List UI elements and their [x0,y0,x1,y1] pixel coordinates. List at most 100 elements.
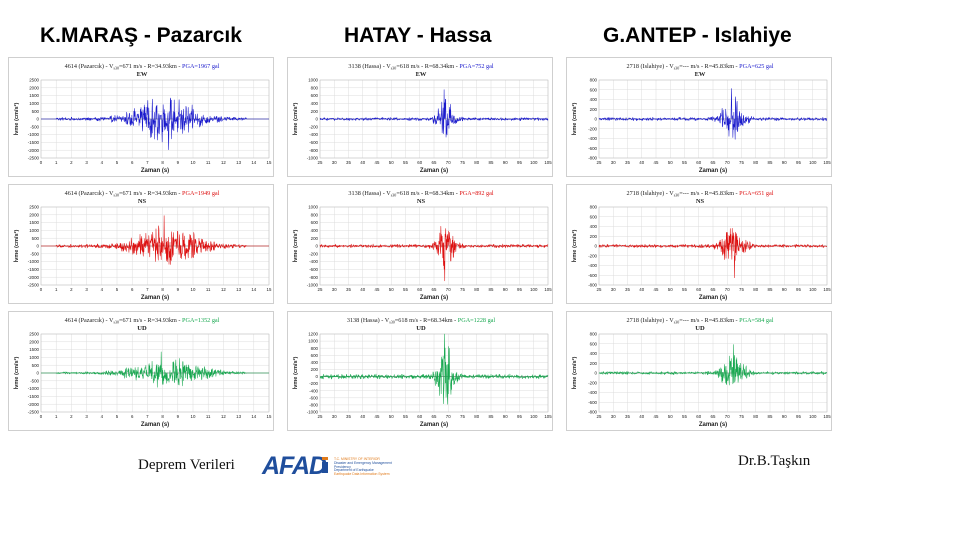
y-tick-label: 200 [311,236,319,241]
x-tick-label: 8 [161,160,164,165]
x-tick-label: 15 [267,287,272,292]
station-label: 2718 (Islahiye) - V [627,63,675,70]
y-axis-label: İvme (cm/s²) [571,357,578,390]
y-tick-label: 600 [311,220,319,225]
x-tick-label: 45 [654,160,659,165]
x-tick-label: 12 [221,160,226,165]
x-tick-label: 70 [725,287,730,292]
x-tick-label: 65 [432,287,437,292]
x-tick-label: 80 [474,160,479,165]
x-axis-label: Zaman (s) [141,422,169,428]
station-label: 4614 (Pazarcık) - V [65,63,114,70]
x-axis-label: Zaman (s) [420,295,448,301]
x-tick-label: 14 [251,160,256,165]
x-tick-label: 70 [446,287,451,292]
y-tick-label: 600 [311,353,319,358]
x-tick-label: 100 [809,287,817,292]
x-tick-label: 0 [40,287,43,292]
chart-title: 4614 (Pazarcık) - Vs30=671 m/s - R=34.93… [65,63,220,71]
x-tick-label: 35 [346,160,351,165]
y-tick-label: 0 [595,244,598,249]
x-tick-label: 30 [332,414,337,419]
component-label: NS [417,198,426,205]
y-axis-label: İvme (cm/s²) [292,230,299,263]
station-label: 4614 (Pazarcık) - V [65,317,114,324]
pga-label: PGA=892 gal [459,190,494,197]
acceleration-trace [319,89,549,138]
y-tick-label: 1500 [29,220,39,225]
column-title-kmaras: K.MARAŞ - Pazarcık [40,24,242,47]
y-tick-label: 500 [32,109,40,114]
y-tick-label: 2500 [29,332,39,337]
afad-logo-line: Department of Earthquake [334,468,374,473]
accelerogram-chart: 2718 (Islahiye) - Vs30=--- m/s - R=45.83… [571,190,831,301]
x-tick-label: 50 [389,160,394,165]
x-tick-label: 1 [55,160,58,165]
chart-title: 3138 (Hassa) - Vs30=618 m/s - R=68.34km … [348,63,493,71]
x-tick-label: 5 [116,287,119,292]
station-label: 3138 (Hassa) - V [348,190,391,197]
y-tick-label: -600 [309,267,318,272]
x-tick-label: 65 [432,160,437,165]
pga-label: PGA=1228 gal [458,317,496,324]
x-tick-label: 15 [267,414,272,419]
y-tick-label: -2500 [28,283,40,288]
accelerogram-panel-ew-2: 3138 (Hassa) - Vs30=618 m/s - R=68.34km … [287,57,553,177]
y-tick-label: -400 [588,136,597,141]
x-tick-label: 2 [70,414,73,419]
x-tick-label: 100 [530,414,538,419]
x-tick-label: 60 [696,414,701,419]
y-tick-label: -1500 [28,140,40,145]
x-tick-label: 55 [403,414,408,419]
y-tick-label: -1000 [28,132,40,137]
x-tick-label: 35 [346,414,351,419]
x-tick-label: 70 [725,160,730,165]
accelerogram-panel-ud-2: 3138 (Hassa) - Vs30=618 m/s - R=68.34km … [287,311,553,431]
y-tick-label: -1000 [307,156,319,161]
x-tick-label: 75 [739,287,744,292]
y-axis-label: İvme (cm/s²) [292,103,299,136]
site-info: =618 m/s - R=68.34km - [395,317,458,324]
x-tick-label: 95 [517,414,522,419]
accelerogram-panel-ns-2: 3138 (Hassa) - Vs30=618 m/s - R=68.34km … [287,184,553,304]
x-tick-label: 95 [517,160,522,165]
y-tick-label: 200 [590,361,598,366]
y-tick-label: 2500 [29,78,39,83]
vs30-subscript: s30 [113,320,119,325]
x-tick-label: 45 [375,160,380,165]
x-tick-label: 55 [682,160,687,165]
x-tick-label: 85 [489,414,494,419]
component-label: EW [416,71,427,78]
x-tick-label: 40 [360,414,365,419]
x-tick-label: 60 [417,414,422,419]
y-tick-label: 500 [32,236,40,241]
x-tick-label: 45 [654,287,659,292]
x-tick-label: 35 [625,287,630,292]
column-title-hatay: HATAY - Hassa [344,24,492,47]
y-tick-label: -800 [309,403,318,408]
x-tick-label: 11 [206,414,211,419]
afad-logo-line: T.C. MINISTRY OF INTERIOR [334,457,380,461]
acceleration-trace [41,215,269,265]
x-tick-label: 90 [782,414,787,419]
x-tick-label: 50 [668,414,673,419]
y-tick-label: -1000 [28,259,40,264]
x-axis-label: Zaman (s) [420,422,448,428]
x-tick-label: 2 [70,160,73,165]
x-tick-label: 90 [503,160,508,165]
x-tick-label: 1 [55,287,58,292]
data-source-label: Deprem Verileri [138,457,235,473]
column-title-gantep: G.ANTEP - Islahiye [603,24,792,47]
x-tick-label: 85 [768,287,773,292]
y-tick-label: 500 [32,363,40,368]
component-label: NS [696,198,705,205]
y-tick-label: 400 [590,351,598,356]
station-label: 3138 (Hassa) - V [347,317,390,324]
x-tick-label: 12 [221,287,226,292]
y-tick-label: 800 [311,212,319,217]
y-tick-label: -400 [588,390,597,395]
x-tick-label: 50 [668,287,673,292]
x-tick-label: 95 [796,287,801,292]
y-tick-label: -1000 [28,386,40,391]
acceleration-trace [319,226,549,282]
